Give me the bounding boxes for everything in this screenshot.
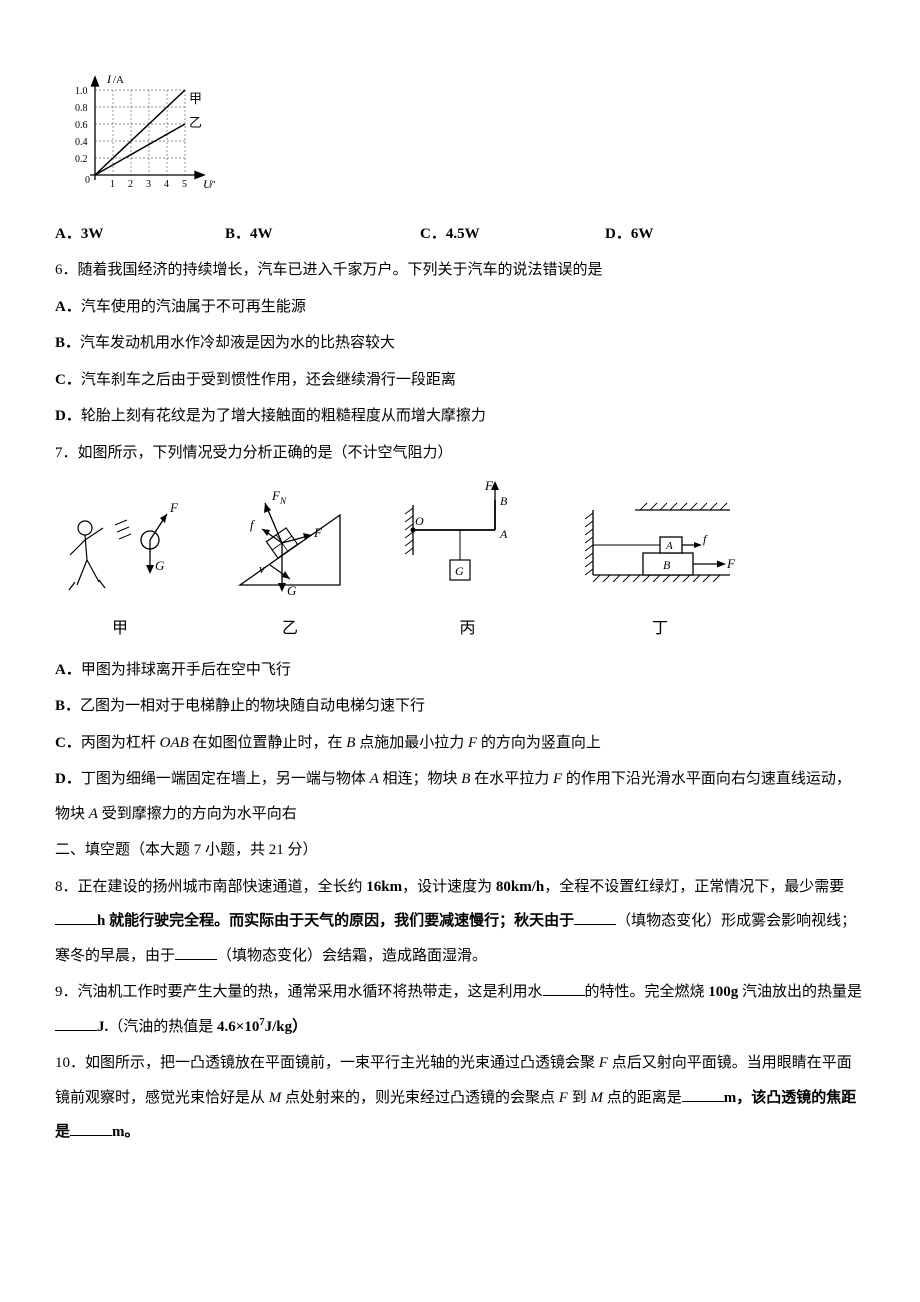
svg-text:4: 4 (164, 179, 169, 190)
svg-text:G: G (287, 583, 297, 598)
q6-stem: 6．随着我国经济的持续增长，汽车已进入千家万户。下列关于汽车的说法错误的是 (55, 253, 865, 288)
iv-chart: I /A U /V 甲 乙 1.0 0.8 0.6 0.4 0.2 0 1 2 … (55, 75, 865, 209)
q6-option-a: A．汽车使用的汽油属于不可再生能源 (55, 290, 865, 325)
q7-option-a: A．甲图为排球离开手后在空中飞行 (55, 653, 865, 688)
q5-option-a: A．3W (55, 217, 225, 252)
diagram-label-ding: 丁 (652, 611, 668, 648)
svg-text:0.6: 0.6 (75, 120, 88, 131)
q8-blank-3 (175, 943, 217, 960)
q7-option-d: D．丁图为细绳一端固定在墙上，另一端与物体 A 相连；物块 B 在水平拉力 F … (55, 762, 865, 831)
svg-text:B: B (500, 494, 508, 508)
svg-text:f: f (250, 517, 256, 532)
svg-text:v: v (259, 561, 265, 576)
svg-text:0.8: 0.8 (75, 103, 88, 114)
svg-text:5: 5 (182, 179, 187, 190)
q8-blank-1 (55, 909, 97, 926)
q5-option-c: C．4.5W (420, 217, 605, 252)
svg-text:G: G (455, 564, 464, 578)
svg-text:2: 2 (128, 179, 133, 190)
svg-text:0: 0 (85, 175, 90, 186)
svg-text:/V: /V (210, 179, 215, 191)
q7-option-b: B．乙图为一相对于电梯静止的物块随自动电梯匀速下行 (55, 689, 865, 724)
q6-option-b: B．汽车发动机用水作冷却液是因为水的比热容较大 (55, 326, 865, 361)
svg-text:乙: 乙 (189, 115, 202, 130)
svg-text:I: I (106, 75, 112, 86)
q7-diagrams: F G 甲 F N f (55, 480, 865, 648)
svg-text:N: N (279, 496, 287, 506)
svg-text:3: 3 (146, 179, 151, 190)
diagram-bing: O A B F G 丙 (395, 480, 540, 648)
section-2-header: 二、填空题（本大题 7 小题，共 21 分） (55, 833, 865, 868)
svg-text:G: G (155, 558, 165, 573)
svg-text:B: B (663, 558, 671, 572)
q5-option-d: D．6W (605, 217, 653, 252)
svg-text:f: f (703, 532, 708, 546)
svg-text:F: F (313, 525, 323, 540)
q8: 8．正在建设的扬州城市南部快速通道，全长约 16km，设计速度为 80km/h，… (55, 870, 865, 974)
svg-text:0.4: 0.4 (75, 137, 88, 148)
q9-blank-2 (55, 1014, 97, 1031)
q10-blank-1 (682, 1085, 724, 1102)
svg-text:0.2: 0.2 (75, 154, 88, 165)
q7-stem: 7．如图所示，下列情况受力分析正确的是（不计空气阻力） (55, 436, 865, 471)
svg-text:A: A (665, 540, 673, 552)
q6-option-c: C．汽车刹车之后由于受到惯性作用，还会继续滑行一段距离 (55, 363, 865, 398)
q8-blank-2 (574, 909, 616, 926)
svg-text:/A: /A (113, 75, 124, 86)
q9: 9．汽油机工作时要产生大量的热，通常采用水循环将热带走，这是利用水的特性。完全燃… (55, 975, 865, 1044)
q5-option-b: B．4W (225, 217, 420, 252)
diagram-label-yi: 乙 (282, 611, 298, 648)
svg-text:A: A (499, 527, 508, 541)
svg-text:O: O (415, 514, 424, 528)
q10-blank-2 (70, 1120, 112, 1137)
q9-blank-1 (543, 980, 585, 997)
diagram-jia: F G 甲 (55, 490, 185, 648)
q10: 10．如图所示，把一凸透镜放在平面镜前，一束平行主光轴的光束通过凸透镜会聚 F … (55, 1046, 865, 1150)
svg-text:1.0: 1.0 (75, 86, 88, 97)
svg-text:1: 1 (110, 179, 115, 190)
diagram-label-bing: 丙 (459, 611, 475, 648)
svg-text:F: F (726, 556, 736, 571)
diagram-ding: B A f F (575, 495, 745, 648)
svg-text:F: F (169, 500, 179, 515)
svg-text:F: F (484, 480, 494, 493)
q7-option-c: C．丙图为杠杆 OAB 在如图位置静止时，在 B 点施加最小拉力 F 的方向为竖… (55, 726, 865, 761)
q6-option-d: D．轮胎上刻有花纹是为了增大接触面的粗糙程度从而增大摩擦力 (55, 399, 865, 434)
q5-options: A．3W B．4W C．4.5W D．6W (55, 217, 865, 252)
svg-text:甲: 甲 (189, 91, 202, 106)
diagram-yi: F N f F v G 乙 (220, 485, 360, 648)
diagram-label-jia: 甲 (112, 611, 128, 648)
